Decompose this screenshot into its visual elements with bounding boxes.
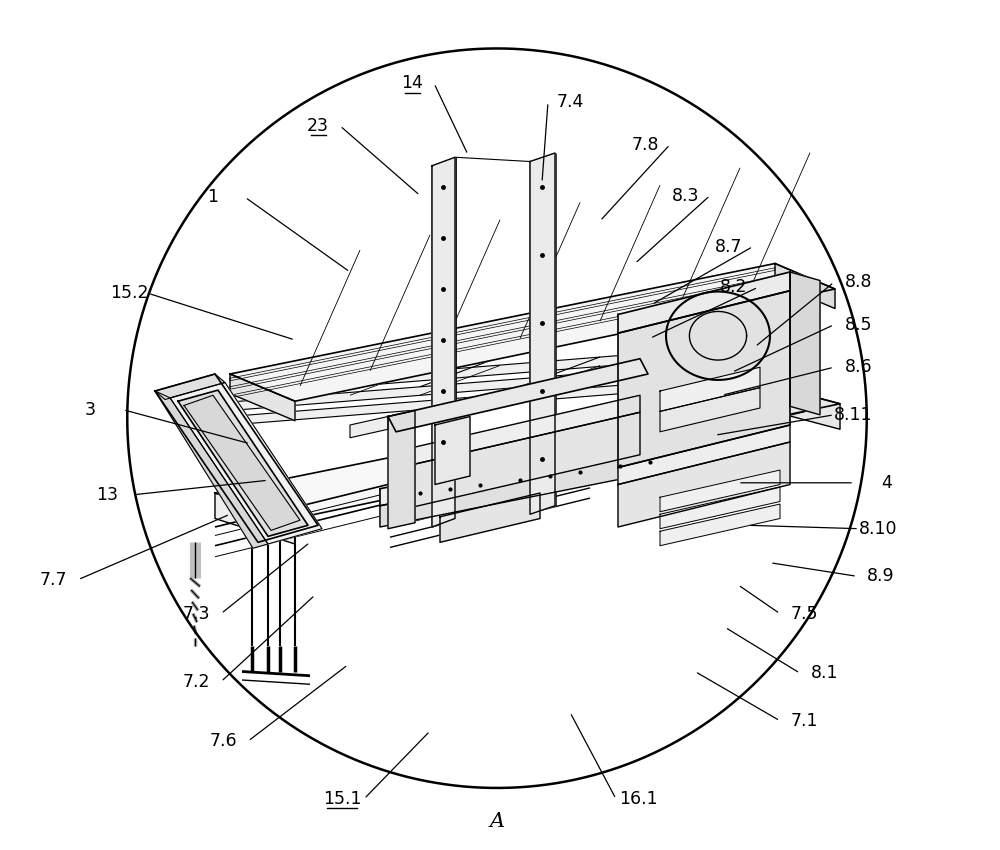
Polygon shape [388, 411, 415, 529]
Polygon shape [380, 442, 700, 527]
Text: 8.6: 8.6 [844, 358, 872, 377]
Polygon shape [790, 272, 820, 415]
Polygon shape [230, 374, 760, 425]
Text: 8.10: 8.10 [858, 519, 897, 538]
Polygon shape [388, 359, 648, 432]
Text: 14: 14 [401, 74, 423, 93]
Polygon shape [660, 367, 760, 411]
Text: 7.1: 7.1 [790, 711, 818, 730]
Polygon shape [170, 382, 322, 544]
Text: 4: 4 [881, 473, 892, 492]
Text: 8.2: 8.2 [720, 278, 748, 297]
Polygon shape [618, 425, 790, 484]
Polygon shape [660, 504, 780, 546]
Polygon shape [432, 157, 455, 527]
Polygon shape [155, 391, 268, 548]
Polygon shape [660, 487, 780, 529]
Text: 7.3: 7.3 [183, 604, 210, 623]
Text: A: A [489, 812, 505, 830]
Polygon shape [380, 425, 700, 506]
Text: 7.6: 7.6 [210, 732, 238, 751]
Polygon shape [178, 390, 308, 536]
Polygon shape [660, 470, 780, 512]
Polygon shape [215, 382, 840, 518]
Polygon shape [400, 412, 640, 510]
Text: 7.7: 7.7 [40, 570, 68, 589]
Polygon shape [775, 264, 835, 309]
Polygon shape [660, 388, 760, 432]
Text: 8.8: 8.8 [844, 273, 872, 292]
Polygon shape [435, 416, 470, 484]
Text: 8.1: 8.1 [810, 664, 838, 683]
Text: 15.1: 15.1 [323, 790, 361, 808]
Polygon shape [618, 442, 790, 527]
Text: 8.3: 8.3 [672, 186, 700, 205]
Text: 7.8: 7.8 [632, 135, 660, 154]
Text: 13: 13 [96, 485, 118, 504]
Text: 8.9: 8.9 [867, 567, 895, 586]
Polygon shape [155, 374, 318, 542]
Polygon shape [230, 264, 835, 401]
Text: 7.4: 7.4 [556, 93, 584, 111]
Text: 7.5: 7.5 [790, 604, 818, 623]
Polygon shape [400, 395, 640, 468]
Polygon shape [230, 360, 760, 411]
Polygon shape [440, 493, 540, 542]
Polygon shape [184, 395, 300, 530]
Text: 7.2: 7.2 [183, 672, 210, 691]
Polygon shape [530, 153, 555, 514]
Text: 15.2: 15.2 [110, 284, 148, 303]
Text: 8.5: 8.5 [844, 315, 872, 334]
Polygon shape [230, 374, 295, 421]
Polygon shape [230, 344, 760, 396]
Polygon shape [350, 416, 388, 438]
Text: 8.11: 8.11 [834, 405, 872, 424]
Polygon shape [760, 382, 840, 429]
Polygon shape [155, 374, 225, 400]
Text: 1: 1 [207, 188, 218, 207]
Text: 8.7: 8.7 [715, 237, 742, 256]
Polygon shape [618, 291, 790, 468]
Text: 3: 3 [85, 400, 96, 419]
Text: 23: 23 [307, 116, 329, 135]
Text: 16.1: 16.1 [619, 790, 657, 808]
Polygon shape [215, 493, 295, 544]
Polygon shape [618, 272, 790, 333]
